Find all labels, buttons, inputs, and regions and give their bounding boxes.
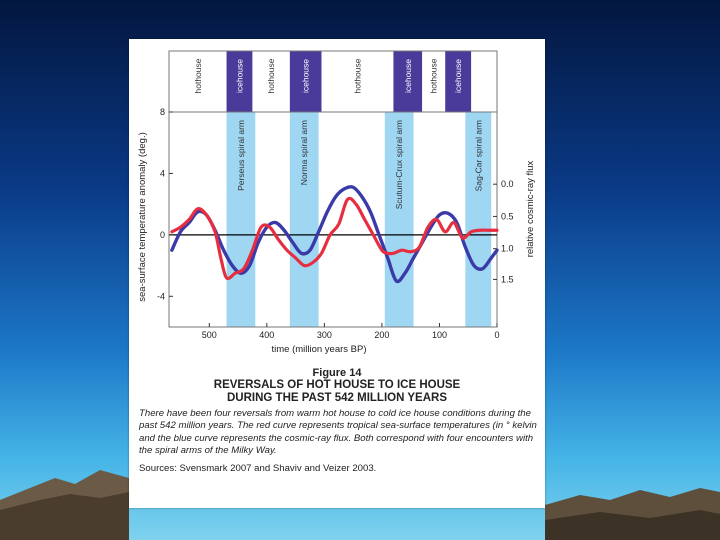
axes-layer: 8 4 0 -4 0.0 0.5 1.0 1.5 500 400 300 200 100 0 [157,50,514,340]
y-tick-label-3: 0 [160,230,165,240]
climate-band-1 [169,51,227,112]
climate-band-label-3: hothouse [266,58,276,93]
spiral-arm-region-4 [465,112,492,327]
climate-band-label-7: hothouse [429,58,439,93]
climate-band-5 [321,51,394,112]
climate-band-label-5: hothouse [352,58,362,93]
figure-card: hothouse icehouse hothouse icehouse hothouse… [129,39,545,508]
figure-title-line-1: REVERSALS OF HOT HOUSE TO ICE HOUSE [213,379,461,391]
climate-band-2 [226,51,253,112]
climate-band-3 [252,51,290,112]
climate-band-6 [393,51,423,112]
x-axis-label: time (million years BP) [271,344,366,355]
spiral-arm-label-4: Sag-Car spiral arm [473,120,483,191]
spiral-arm-label-2: Norma spiral arm [299,120,309,185]
climate-band-label-4: icehouse [301,59,311,93]
plot-frame [168,50,498,328]
spiral-arm-region-1 [226,112,256,327]
x-tick-label-3: 300 [317,330,332,340]
climate-chart: hothouse icehouse hothouse icehouse hothouse… [137,50,536,355]
spiral-arm-region-3 [384,112,414,327]
spiral-arm-label-3: Scutum-Crux spiral arm [394,120,404,209]
figure-title-line-2: DURING THE PAST 542 MILLION YEARS [226,392,448,404]
x-tick-label-5: 100 [432,330,447,340]
climate-band-label-2: icehouse [234,59,244,93]
x-tick-label-2: 400 [259,330,274,340]
y-tick-label-4: -4 [157,291,165,301]
climate-band-layer: hothouse icehouse hothouse icehouse hothouse… [169,51,472,112]
y-tick-label-1: 8 [160,107,165,117]
x-tick-label-6: 0 [494,330,499,340]
climate-band-label-8: icehouse [453,59,463,93]
y2-tick-label-3: 1.0 [501,244,514,254]
spiral-arm-layer: Perseus spiral arm Norma spiral arm Scutum… [226,112,492,327]
series-line-1 [170,185,499,284]
spiral-arm-label-1: Perseus spiral arm [236,120,246,191]
climate-band-8 [445,51,472,112]
y2-tick-label-2: 0.5 [501,211,514,221]
climate-band-label-1: hothouse [193,58,203,93]
y2-tick-label-1: 0.0 [501,179,514,189]
spiral-arm-region-2 [289,112,319,327]
y2-tick-label-4: 1.5 [501,274,514,284]
figure-number: Figure 14 [312,367,362,379]
x-tick-label-1: 500 [202,330,217,340]
figure-sources: Sources: Svensmark 2007 and Shaviv and V… [139,462,377,474]
series-line-2 [170,196,499,281]
climate-band-4 [289,51,322,112]
secondary-y-axis-label: relative cosmic-ray flux [525,160,536,257]
figure-caption: Figure 14 REVERSALS OF HOT HOUSE TO ICE … [129,367,545,474]
climate-band-7 [422,51,446,112]
series-layer [170,185,499,284]
figure-title: REVERSALS OF HOT HOUSE TO ICE HOUSE DURI… [129,379,545,405]
y-axis-label: sea-surface temperature anomaly (deg.) [137,132,148,302]
y-tick-label-2: 4 [160,168,165,178]
x-tick-label-4: 200 [374,330,389,340]
climate-band-label-6: icehouse [403,59,413,93]
figure-description: There have been four reversals from warm… [139,408,537,457]
